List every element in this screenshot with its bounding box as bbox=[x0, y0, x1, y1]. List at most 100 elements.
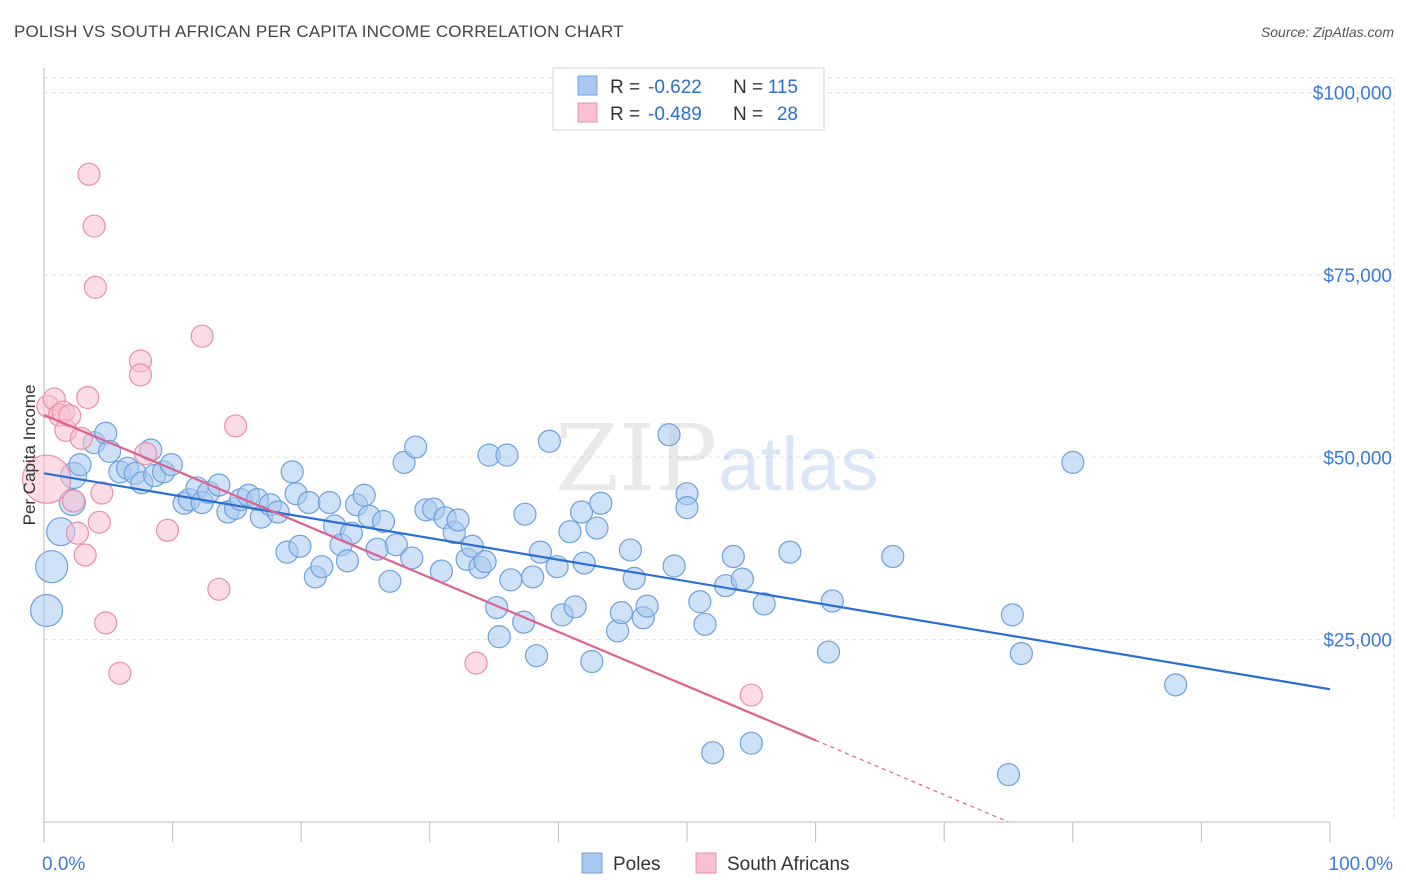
y-tick-label: $75,000 bbox=[1323, 266, 1392, 287]
series-poles bbox=[29, 421, 1188, 787]
data-point bbox=[446, 508, 470, 532]
data-point bbox=[280, 460, 304, 484]
data-point bbox=[881, 544, 905, 569]
chart-source: Source: ZipAtlas.com bbox=[1260, 24, 1394, 40]
data-point bbox=[224, 414, 248, 438]
legend-r-label: R = bbox=[610, 104, 640, 125]
data-point bbox=[820, 589, 844, 613]
legend-bottom-poles: Poles bbox=[613, 854, 661, 875]
data-point bbox=[730, 567, 754, 591]
data-point bbox=[29, 593, 64, 628]
data-point bbox=[473, 549, 497, 574]
data-point bbox=[384, 533, 408, 557]
data-point bbox=[1009, 641, 1033, 666]
data-point bbox=[108, 661, 132, 685]
legend-box bbox=[552, 67, 825, 131]
data-point bbox=[77, 162, 101, 186]
data-point bbox=[73, 543, 97, 567]
legend-r-value: -0.489 bbox=[648, 104, 702, 125]
legend-n-label: N = bbox=[733, 77, 763, 98]
series-south-africans bbox=[21, 162, 763, 707]
data-point bbox=[688, 590, 712, 614]
trend-line bbox=[43, 472, 1331, 691]
data-point bbox=[83, 275, 108, 299]
data-point bbox=[365, 537, 389, 561]
chart-title: POLISH VS SOUTH AFRICAN PER CAPITA INCOM… bbox=[14, 22, 624, 41]
data-point bbox=[524, 644, 549, 668]
data-point bbox=[693, 612, 717, 636]
data-point bbox=[499, 568, 523, 592]
data-point bbox=[996, 762, 1021, 787]
data-point bbox=[537, 429, 561, 453]
data-point bbox=[495, 443, 519, 467]
x-tick-label: 100.0% bbox=[1329, 854, 1394, 875]
data-point bbox=[662, 554, 686, 578]
data-point bbox=[190, 324, 214, 348]
data-point bbox=[558, 520, 582, 544]
legend-n-value: 115 bbox=[768, 77, 798, 98]
data-point bbox=[155, 518, 180, 542]
data-point bbox=[87, 510, 111, 534]
data-point bbox=[589, 491, 613, 515]
data-point bbox=[816, 640, 841, 664]
legend-r-value: -0.622 bbox=[648, 77, 702, 98]
data-point bbox=[675, 496, 699, 520]
data-point bbox=[35, 550, 69, 584]
trend-line bbox=[43, 413, 817, 742]
data-point bbox=[521, 565, 545, 589]
data-point bbox=[65, 521, 90, 545]
data-point bbox=[701, 741, 725, 765]
data-point bbox=[128, 363, 153, 387]
y-tick-label: $50,000 bbox=[1323, 448, 1392, 469]
data-point bbox=[207, 577, 231, 601]
data-point bbox=[585, 516, 609, 540]
data-point bbox=[569, 500, 594, 524]
data-point bbox=[310, 555, 334, 579]
legend-n-value: 28 bbox=[777, 104, 798, 125]
y-tick-labels: $25,000 $50,000 $75,000 $100,000 bbox=[1313, 84, 1392, 652]
data-point bbox=[1000, 603, 1024, 627]
data-point bbox=[61, 489, 86, 513]
y-axis-title: Per Capita Income bbox=[20, 385, 39, 526]
data-point bbox=[563, 595, 587, 619]
legend-top: R = -0.622 N = 115 R = -0.489 N = 28 bbox=[552, 67, 825, 131]
data-point bbox=[752, 592, 776, 616]
legend-bottom-south-africans: South Africans bbox=[727, 854, 850, 875]
data-point bbox=[21, 454, 72, 504]
legend-bottom-swatch-poles bbox=[581, 852, 603, 874]
data-point bbox=[68, 452, 92, 477]
data-point bbox=[485, 595, 509, 620]
data-point bbox=[580, 649, 604, 674]
data-point bbox=[464, 651, 488, 675]
trend-lines bbox=[43, 413, 1331, 823]
data-point bbox=[609, 601, 634, 625]
legend-n-label: N = bbox=[733, 104, 763, 125]
watermark: ZIP atlas bbox=[555, 405, 879, 512]
data-point bbox=[721, 544, 745, 569]
data-point bbox=[618, 538, 643, 562]
legend-swatch-poles bbox=[577, 75, 598, 96]
legend-bottom-swatch-south-africans bbox=[695, 852, 717, 874]
y-tick-label: $100,000 bbox=[1313, 84, 1392, 105]
data-point bbox=[371, 509, 396, 534]
data-point bbox=[335, 549, 360, 573]
data-point bbox=[739, 731, 763, 755]
legend-bottom: Poles South Africans bbox=[581, 852, 850, 875]
data-point bbox=[378, 569, 402, 593]
x-tick-label: 0.0% bbox=[42, 854, 85, 875]
y-tick-label: $25,000 bbox=[1323, 631, 1392, 652]
legend-r-label: R = bbox=[610, 77, 640, 98]
data-point bbox=[657, 423, 681, 447]
data-point bbox=[778, 540, 802, 564]
data-point bbox=[635, 594, 659, 618]
data-point bbox=[297, 490, 321, 515]
data-point bbox=[94, 611, 118, 635]
data-point bbox=[513, 502, 537, 526]
data-point bbox=[76, 385, 100, 410]
axes bbox=[43, 68, 1331, 842]
data-point bbox=[404, 435, 428, 459]
data-point bbox=[352, 483, 376, 507]
watermark-atlas: atlas bbox=[718, 422, 879, 507]
data-point bbox=[1061, 450, 1085, 474]
